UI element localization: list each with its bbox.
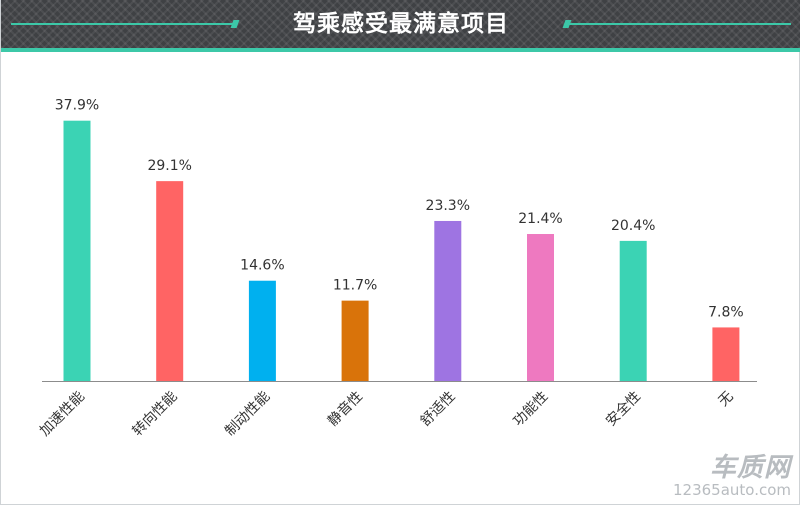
category-label: 静音性 (324, 388, 366, 430)
data-label: 23.3% (426, 198, 470, 214)
category-label: 功能性 (510, 389, 551, 430)
chart-title: 驾乘感受最满意项目 (293, 11, 509, 37)
data-label: 29.1% (147, 158, 191, 174)
data-label: 21.4% (518, 211, 562, 227)
bar (248, 280, 276, 381)
category-label: 无 (716, 389, 737, 410)
bar (434, 220, 462, 381)
data-label: 20.4% (611, 218, 655, 234)
title-bar-accent (1, 48, 800, 52)
category-label: 转向性能 (130, 389, 181, 440)
data-label: 14.6% (240, 258, 284, 274)
data-label: 37.9% (55, 98, 99, 114)
category-label: 加速性能 (37, 389, 88, 440)
category-label: 舒适性 (418, 389, 459, 430)
title-deco-line-left (11, 23, 233, 25)
category-label: 制动性能 (222, 389, 273, 440)
bar (63, 120, 91, 382)
bar (527, 234, 554, 381)
watermark-brand: 车质网 (709, 453, 791, 483)
data-label: 11.7% (333, 278, 377, 294)
watermark-logo: 车质网 12365auto.com (673, 454, 791, 498)
watermark-site: 12365auto.com (672, 481, 791, 499)
bar (156, 181, 184, 381)
category-label: 安全性 (602, 388, 644, 430)
bar (619, 240, 647, 381)
bar (341, 300, 369, 381)
data-label: 7.8% (708, 304, 744, 320)
title-deco-line-right (569, 23, 791, 25)
bar (712, 327, 740, 381)
